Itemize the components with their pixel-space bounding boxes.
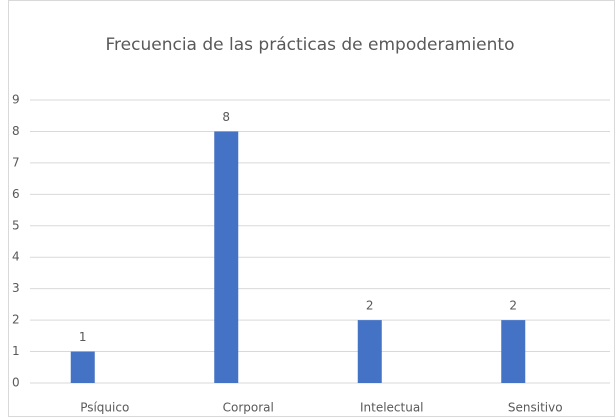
data-label: 8 — [222, 110, 230, 124]
data-label: 2 — [509, 299, 517, 313]
x-tick-label: Corporal — [223, 401, 274, 415]
y-tick-label: 1 — [12, 344, 20, 358]
y-tick-label: 4 — [12, 250, 20, 264]
y-tick-label: 0 — [12, 376, 20, 390]
y-tick-label: 9 — [12, 93, 20, 107]
x-tick-label: Sensitivo — [508, 401, 563, 415]
y-tick-label: 8 — [12, 124, 20, 138]
y-tick-label: 5 — [12, 218, 20, 232]
y-tick-label: 7 — [12, 155, 20, 169]
data-label: 1 — [79, 330, 87, 344]
y-tick-label: 3 — [12, 281, 20, 295]
bar — [70, 351, 95, 383]
bar — [214, 131, 239, 383]
bar — [501, 320, 526, 383]
y-tick-label: 6 — [12, 187, 20, 201]
data-label: 2 — [366, 299, 374, 313]
x-tick-label: Psíquico — [80, 401, 129, 415]
y-tick-label: 2 — [12, 313, 20, 327]
chart-title: Frecuencia de las prácticas de empoderam… — [106, 35, 515, 55]
x-tick-label: Intelectual — [360, 401, 424, 415]
bar — [357, 320, 382, 383]
